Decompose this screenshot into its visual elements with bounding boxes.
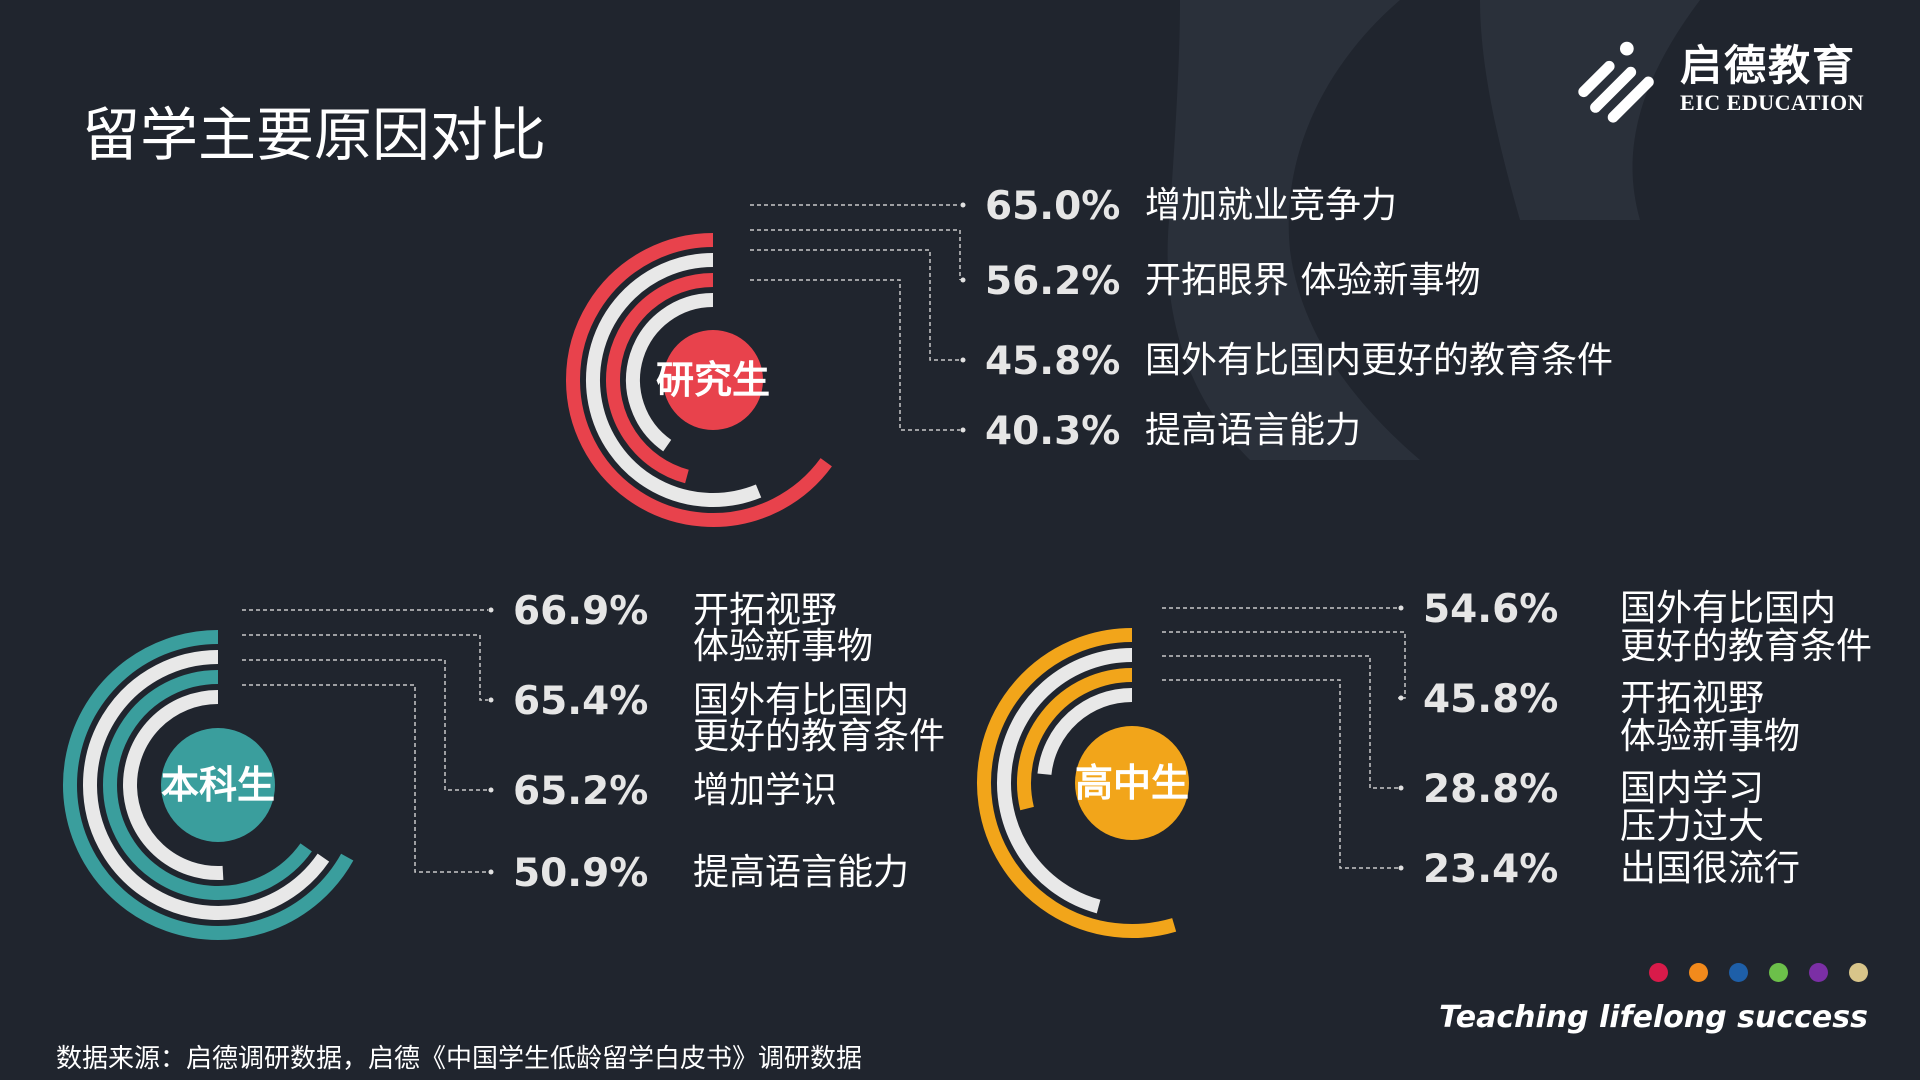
- page-title: 留学主要原因对比: [82, 101, 547, 169]
- color-dot: [1769, 963, 1788, 982]
- value-label: 65.2%: [513, 769, 648, 814]
- value-label: 23.4%: [1423, 847, 1558, 892]
- leader-dot: [1398, 605, 1404, 611]
- radial-bar-arc: [63, 630, 354, 940]
- category-label: 增加学识: [693, 770, 837, 811]
- center-circle: [663, 330, 763, 430]
- radial-bar-arc: [586, 253, 762, 507]
- category-label: 出国很流行: [1620, 848, 1800, 889]
- eic-logo: 启德教育 EIC EDUCATION: [1570, 34, 1864, 124]
- chart-undergraduate: 本科生 66.9% 开拓视野体验新事物 65.4% 国外有比国内更好的教育条件 65.2%…: [63, 589, 945, 940]
- value-label: 50.9%: [513, 851, 648, 896]
- logo-name-cn: 启德教育: [1680, 41, 1857, 90]
- leader-dot: [488, 787, 494, 793]
- radial-bar-arc: [997, 648, 1133, 914]
- leader-dot: [960, 277, 966, 283]
- radial-bar-arc: [1017, 668, 1133, 811]
- tagline: Teaching lifelong success: [1439, 1000, 1868, 1035]
- radial-bar-arc: [626, 293, 714, 452]
- category-label: 国外有比国内更好的教育条件: [693, 680, 945, 757]
- leader-dot: [488, 607, 494, 613]
- leader-line: [242, 684, 488, 873]
- leader-dot: [960, 357, 966, 363]
- chart-highschool: 高中生 54.6% 国外有比国内更好的教育条件 45.8% 开拓视野体验新事物 28.8%…: [977, 587, 1872, 938]
- leader-line: [1162, 655, 1398, 789]
- category-label: 提高语言能力: [1145, 410, 1361, 451]
- radial-bar-arc: [1037, 688, 1133, 776]
- value-label: 56.2%: [985, 259, 1120, 304]
- leader-line: [1162, 679, 1398, 869]
- category-label: 增加就业竞争力: [1145, 185, 1397, 226]
- chart-graduate: 研究生 65.0% 增加就业竞争力 56.2% 开拓眼界 体验新事物 45.8% 国外有比国…: [566, 184, 1613, 527]
- value-label: 40.3%: [985, 409, 1120, 454]
- color-dots: [1649, 963, 1868, 982]
- center-label: 高中生: [1075, 761, 1189, 805]
- leader-line: [1162, 631, 1406, 699]
- center-label: 研究生: [656, 358, 770, 402]
- leader-line: [750, 249, 960, 361]
- radial-bar-arc: [123, 690, 224, 880]
- color-dot: [1849, 963, 1868, 982]
- radial-bar-arc: [566, 233, 832, 527]
- category-label: 国外有比国内更好的教育条件: [1620, 588, 1872, 667]
- radial-bar-arc: [606, 273, 714, 484]
- data-source-note: 数据来源：启德调研数据，启德《中国学生低龄留学白皮书》调研数据: [56, 1044, 863, 1074]
- category-label: 开拓视野体验新事物: [1620, 678, 1800, 757]
- center-label: 本科生: [161, 763, 275, 807]
- leader-dot: [960, 202, 966, 208]
- value-label: 65.0%: [985, 184, 1120, 229]
- color-dot: [1809, 963, 1828, 982]
- leader-line: [750, 279, 960, 431]
- value-label: 28.8%: [1423, 767, 1558, 812]
- color-dot: [1649, 963, 1668, 982]
- category-label: 提高语言能力: [693, 852, 909, 893]
- category-label: 国外有比国内更好的教育条件: [1145, 340, 1613, 381]
- center-circle: [161, 728, 275, 842]
- eic-logo-icon: [1578, 41, 1654, 123]
- value-label: 45.8%: [985, 339, 1120, 384]
- value-label: 65.4%: [513, 679, 648, 724]
- category-label: 开拓视野体验新事物: [693, 590, 873, 667]
- category-label: 国内学习压力过大: [1620, 768, 1764, 847]
- leader-dot: [960, 427, 966, 433]
- leader-dot: [1398, 865, 1404, 871]
- color-dot: [1689, 963, 1708, 982]
- radial-bar-arc: [977, 628, 1177, 938]
- radial-bar-arc: [83, 650, 330, 920]
- radial-bar-arc: [103, 670, 312, 900]
- leader-line: [242, 659, 488, 791]
- color-dot: [1729, 963, 1748, 982]
- leader-line: [750, 229, 961, 280]
- value-label: 66.9%: [513, 589, 648, 634]
- category-label: 开拓眼界 体验新事物: [1145, 260, 1480, 301]
- leader-dot: [488, 697, 494, 703]
- leader-dot: [1398, 785, 1404, 791]
- value-label: 54.6%: [1423, 587, 1558, 632]
- leader-dot: [488, 869, 494, 875]
- leader-line: [242, 634, 488, 701]
- logo-name-en: EIC EDUCATION: [1680, 90, 1864, 115]
- value-label: 45.8%: [1423, 677, 1558, 722]
- leader-dot: [1398, 695, 1404, 701]
- center-circle: [1075, 726, 1189, 840]
